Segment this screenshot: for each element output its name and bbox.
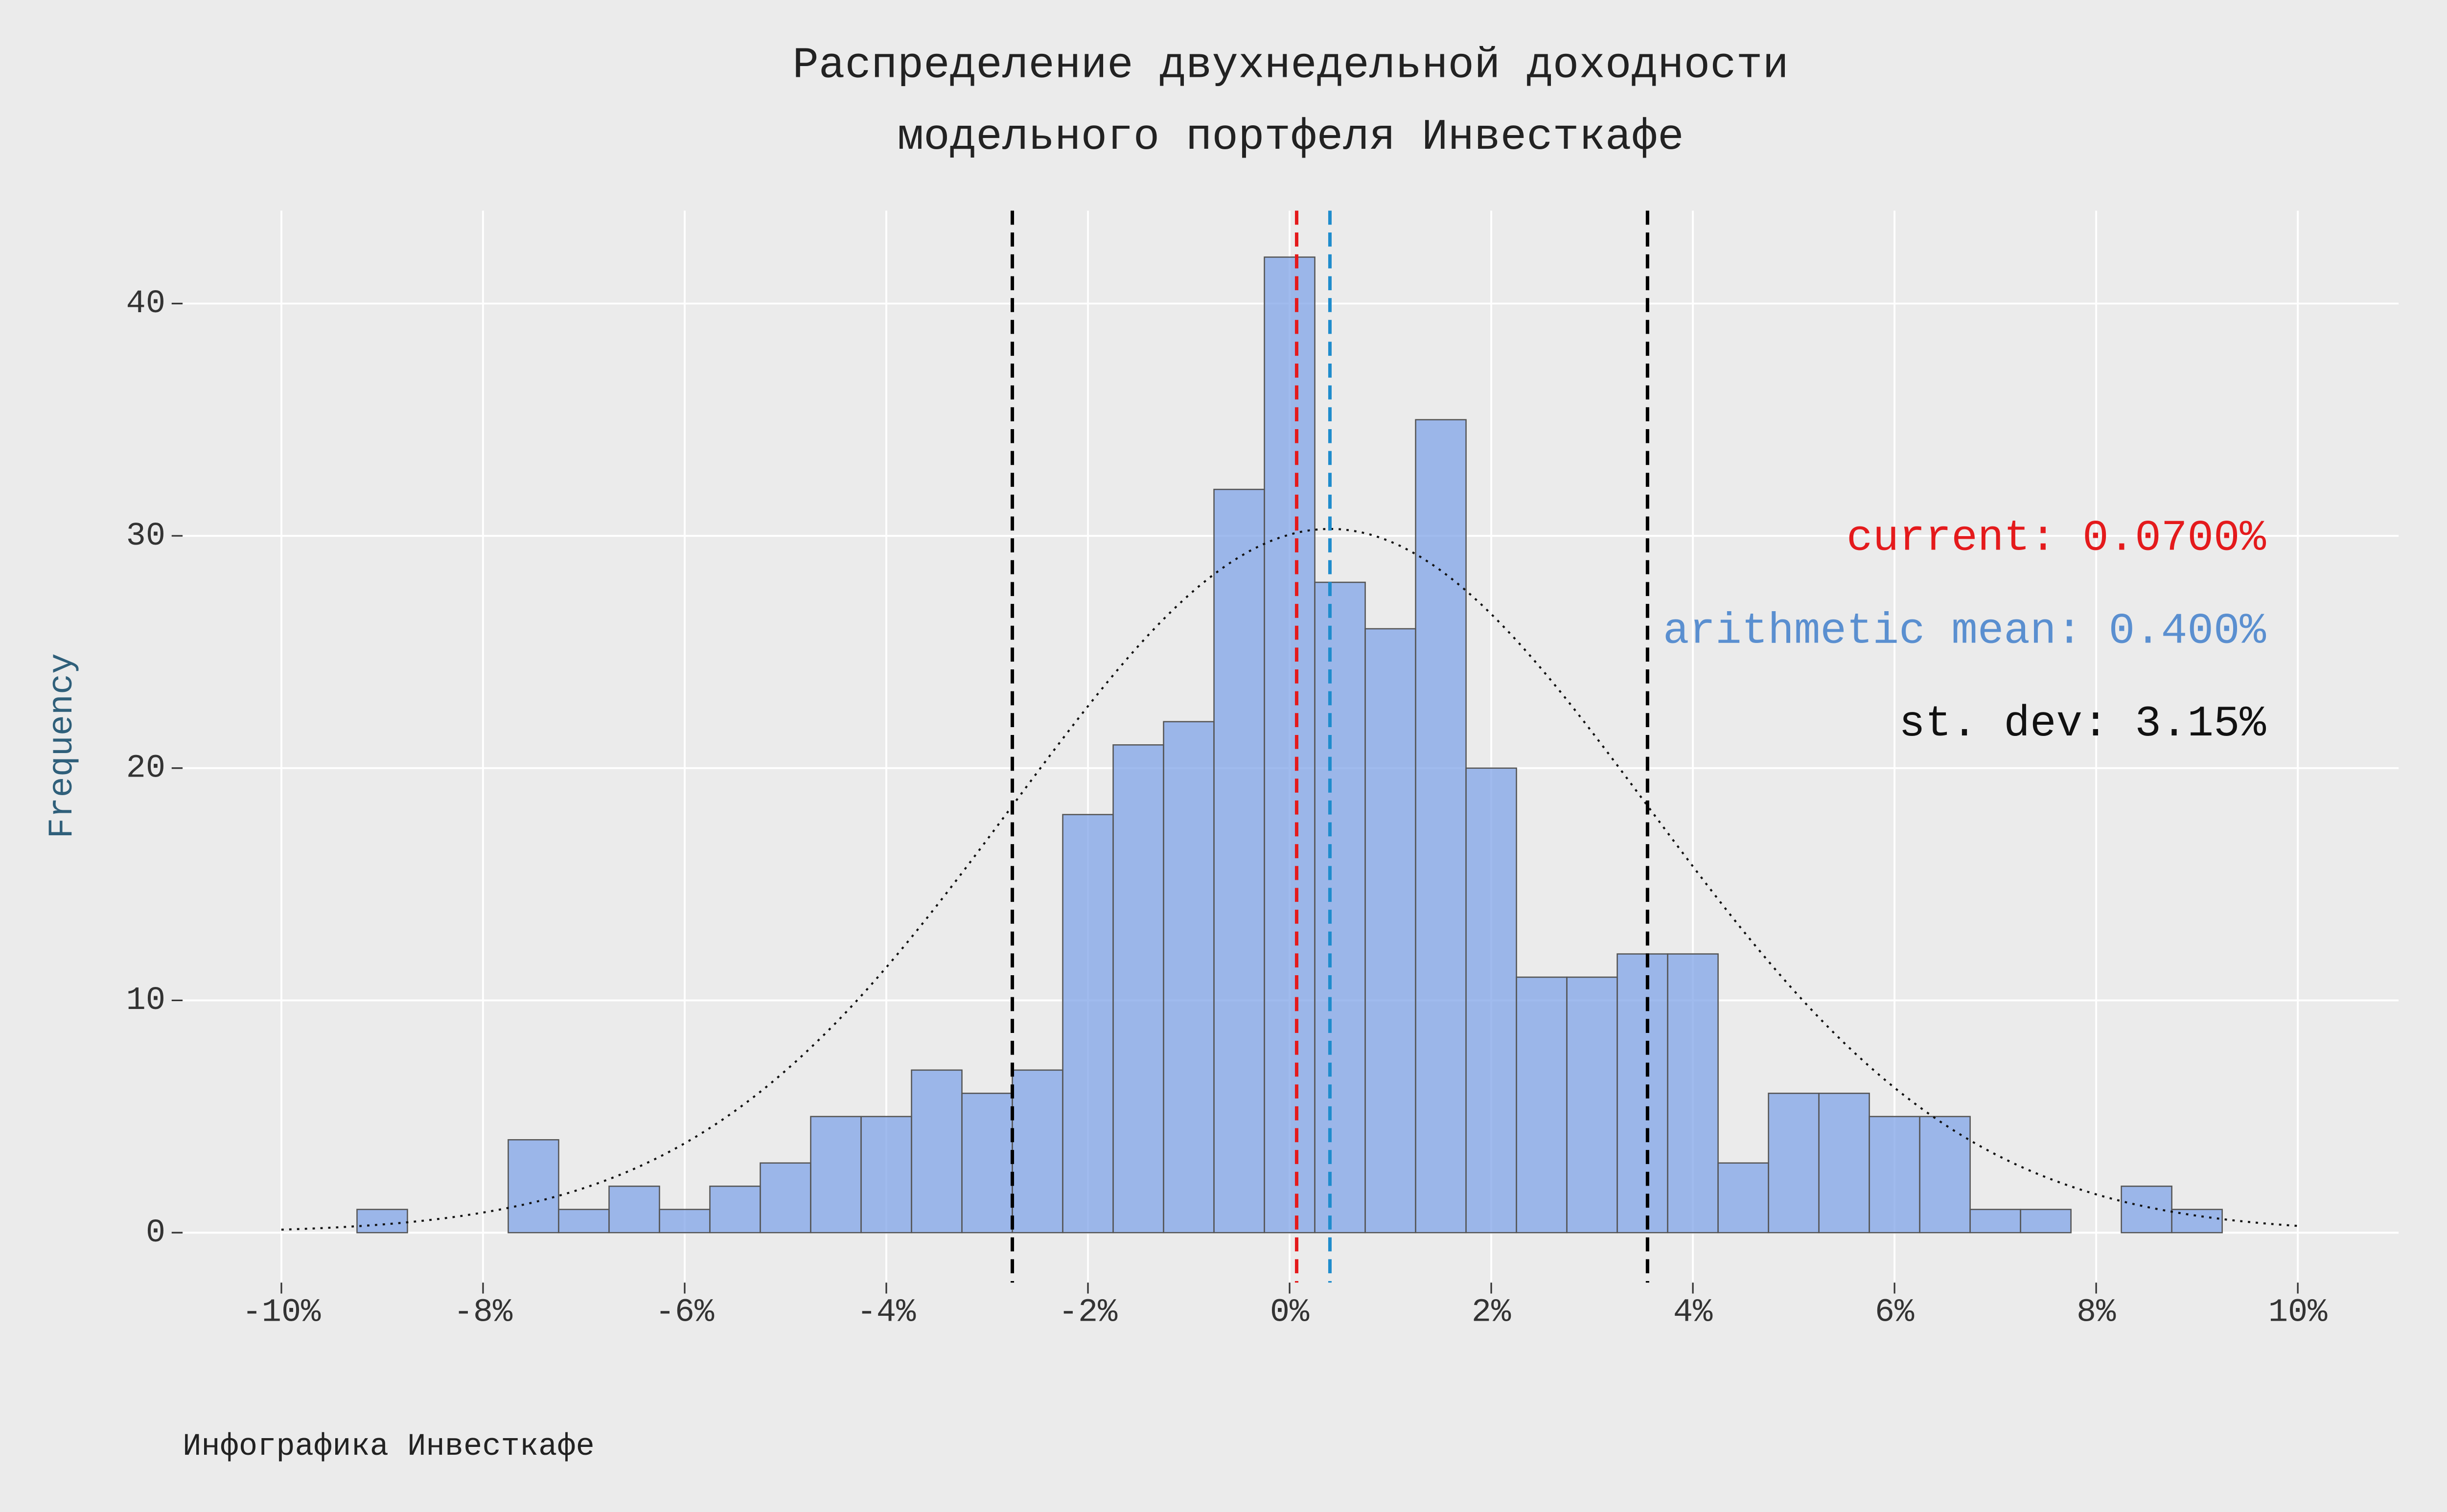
bar	[558, 1209, 610, 1234]
bar	[1264, 256, 1316, 1234]
y-tick-label: 0	[146, 1214, 165, 1252]
bar	[961, 1093, 1013, 1234]
bar	[1667, 953, 1719, 1234]
bar	[508, 1139, 559, 1234]
x-tick-label: -10%	[242, 1294, 322, 1331]
bar	[860, 1116, 912, 1234]
x-tick-label: 10%	[2268, 1294, 2328, 1331]
y-tick-label: 20	[126, 750, 165, 787]
bar	[709, 1185, 761, 1234]
bar	[356, 1209, 408, 1234]
bar	[1566, 976, 1618, 1234]
bar	[1869, 1116, 1920, 1234]
y-tick-label: 40	[126, 285, 165, 322]
x-tick-label: -2%	[1059, 1294, 1118, 1331]
bar	[659, 1209, 711, 1234]
x-tick-label: -8%	[454, 1294, 513, 1331]
bar	[2020, 1209, 2072, 1234]
x-tick-label: 2%	[1472, 1294, 1511, 1331]
bar	[1465, 767, 1517, 1234]
caption: Инфографика Инвесткафе	[183, 1429, 595, 1465]
annotation: current: 0.0700%	[1847, 514, 2266, 563]
bar	[911, 1069, 963, 1234]
bar	[1616, 953, 1668, 1234]
y-axis-label: Frequency	[44, 653, 82, 839]
x-tick-label: -6%	[655, 1294, 715, 1331]
bar	[2171, 1209, 2223, 1234]
x-tick-label: 0%	[1270, 1294, 1310, 1331]
bar	[1112, 744, 1164, 1234]
bar	[1516, 976, 1568, 1234]
bar	[1969, 1209, 2021, 1234]
bar	[810, 1116, 862, 1234]
x-tick-label: 4%	[1673, 1294, 1713, 1331]
bar	[1163, 721, 1215, 1234]
x-tick-label: 6%	[1875, 1294, 1915, 1331]
chart-title: Распределение двухнедельной доходности	[792, 41, 1789, 91]
bar	[1415, 419, 1467, 1234]
x-tick-label: 8%	[2077, 1294, 2116, 1331]
bar	[608, 1185, 660, 1234]
bar	[1062, 814, 1114, 1234]
annotation: arithmetic mean: 0.400%	[1663, 606, 2266, 656]
bar	[1314, 581, 1366, 1234]
bar	[1768, 1093, 1820, 1234]
y-tick-label: 30	[126, 518, 165, 555]
bar	[2121, 1185, 2172, 1234]
x-tick-label: -4%	[857, 1294, 916, 1331]
bar	[1213, 488, 1265, 1234]
bar	[1919, 1116, 1971, 1234]
bar	[760, 1162, 811, 1234]
bar	[1364, 628, 1416, 1234]
chart-title: модельного портфеля Инвесткафе	[898, 113, 1684, 162]
y-tick-label: 10	[126, 982, 165, 1019]
bar	[1717, 1162, 1769, 1234]
bar	[1818, 1093, 1870, 1234]
annotation: st. dev: 3.15%	[1899, 699, 2266, 749]
bar	[1012, 1069, 1063, 1234]
